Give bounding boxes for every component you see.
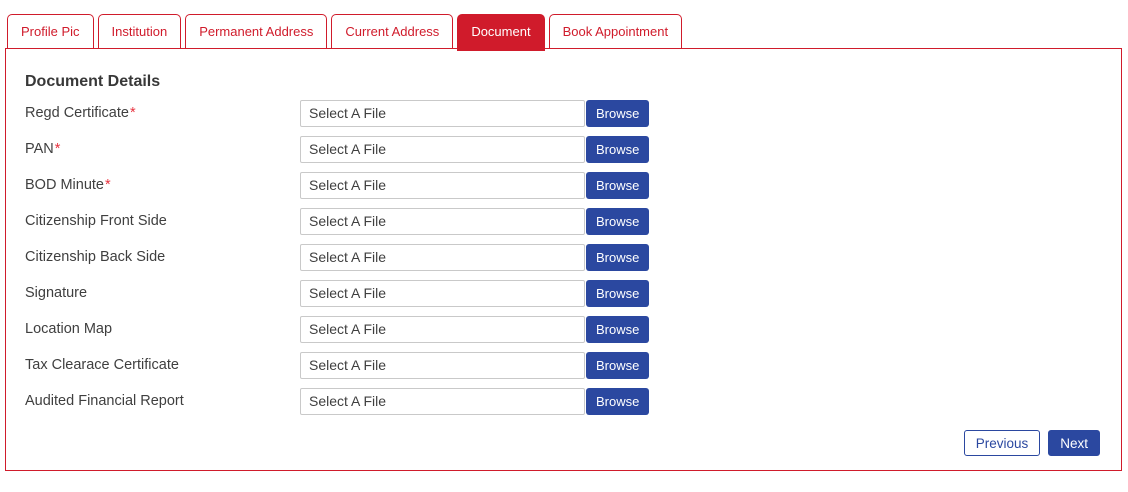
field-label-text: Citizenship Back Side (25, 249, 166, 265)
previous-button[interactable]: Previous (963, 430, 1041, 456)
field-label-text: Signature (25, 285, 88, 301)
browse-button[interactable]: Browse (586, 135, 650, 163)
required-asterisk: * (54, 141, 61, 157)
form-row-tax-clearance: Tax Clearace Certificate Browse (25, 347, 1105, 383)
section-title: Document Details (25, 73, 161, 90)
wizard-navigation: Previous Next (25, 430, 1105, 456)
form-row-regd-certificate: Regd Certificate* Browse (25, 95, 1105, 131)
field-label: Signature (25, 285, 300, 301)
form-row-pan: PAN* Browse (25, 131, 1105, 167)
field-label: Regd Certificate* (25, 105, 300, 121)
tab-bar: Profile Pic Institution Permanent Addres… (7, 14, 1128, 48)
tab-book-appointment[interactable]: Book Appointment (548, 14, 683, 48)
file-input[interactable] (300, 99, 585, 127)
form-row-citizenship-front: Citizenship Front Side Browse (25, 203, 1105, 239)
field-label-text: Regd Certificate (25, 105, 129, 121)
field-label-text: Tax Clearace Certificate (25, 357, 179, 373)
file-input[interactable] (300, 243, 585, 271)
browse-button[interactable]: Browse (586, 279, 650, 307)
tab-current-address[interactable]: Current Address (331, 14, 454, 48)
field-label: Audited Financial Report (25, 393, 300, 409)
field-label-text: PAN (25, 141, 54, 157)
required-asterisk: * (129, 105, 136, 121)
field-label-text: BOD Minute (25, 177, 104, 193)
field-label: Citizenship Back Side (25, 249, 300, 265)
field-label: Citizenship Front Side (25, 213, 300, 229)
file-input[interactable] (300, 315, 585, 343)
browse-button[interactable]: Browse (586, 171, 650, 199)
required-asterisk: * (104, 177, 111, 193)
form-row-audited-financial-report: Audited Financial Report Browse (25, 383, 1105, 419)
file-input[interactable] (300, 279, 585, 307)
field-label: PAN* (25, 141, 300, 157)
browse-button[interactable]: Browse (586, 387, 650, 415)
form-row-citizenship-back: Citizenship Back Side Browse (25, 239, 1105, 275)
document-form: Regd Certificate* Browse PAN* Browse BOD… (25, 95, 1105, 419)
next-button[interactable]: Next (1048, 430, 1100, 456)
tab-document[interactable]: Document (457, 14, 545, 48)
document-panel: Document Details Regd Certificate* Brows… (5, 48, 1122, 471)
field-label: BOD Minute* (25, 177, 300, 193)
tab-institution[interactable]: Institution (97, 14, 182, 48)
form-row-signature: Signature Browse (25, 275, 1105, 311)
tab-profile-pic[interactable]: Profile Pic (7, 14, 94, 48)
file-input[interactable] (300, 387, 585, 415)
browse-button[interactable]: Browse (586, 243, 650, 271)
field-label: Tax Clearace Certificate (25, 357, 300, 373)
browse-button[interactable]: Browse (586, 207, 650, 235)
form-row-bod-minute: BOD Minute* Browse (25, 167, 1105, 203)
field-label-text: Citizenship Front Side (25, 213, 167, 229)
browse-button[interactable]: Browse (586, 351, 650, 379)
file-input[interactable] (300, 351, 585, 379)
browse-button[interactable]: Browse (586, 315, 650, 343)
field-label: Location Map (25, 321, 300, 337)
file-input[interactable] (300, 207, 585, 235)
field-label-text: Audited Financial Report (25, 393, 184, 409)
file-input[interactable] (300, 171, 585, 199)
form-row-location-map: Location Map Browse (25, 311, 1105, 347)
tab-permanent-address[interactable]: Permanent Address (185, 14, 328, 48)
browse-button[interactable]: Browse (586, 99, 650, 127)
file-input[interactable] (300, 135, 585, 163)
field-label-text: Location Map (25, 321, 113, 337)
